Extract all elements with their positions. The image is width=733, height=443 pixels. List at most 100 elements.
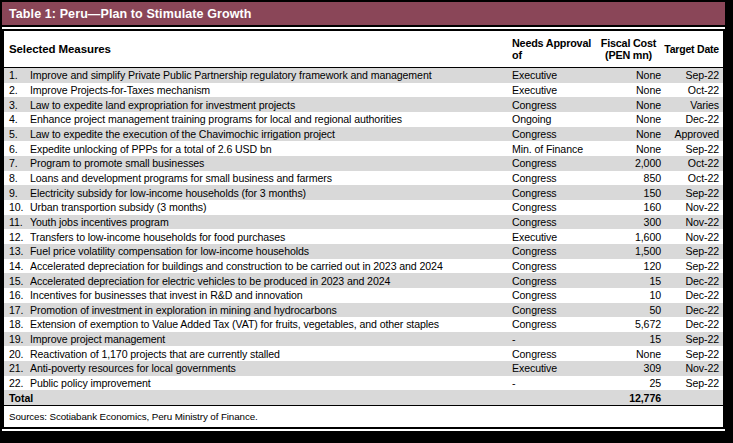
cell-approval: Congress [504,128,596,140]
cell-approval: Executive [504,231,596,243]
cell-measure: Loans and development programs for small… [30,172,504,184]
cell-approval: Congress [504,275,596,287]
cell-approval: Congress [504,99,596,111]
cell-cost: 50 [596,304,661,316]
column-header-selected-measures: Selected Measures [4,43,504,55]
table-row: 10.Urban transportion subsidy (3 months)… [4,200,723,215]
cell-measure: Urban transportion subsidy (3 months) [30,201,504,213]
cell-num: 1. [4,69,30,81]
cell-date: Sep-22 [661,260,723,272]
table-row: 22.Public policy improvement-25Sep-22 [4,376,723,391]
table-row: 18.Extension of exemption to Value Added… [4,317,723,332]
cell-date: Sep-22 [661,187,723,199]
table-title: Table 1: Peru—Plan to Stimulate Growth [9,7,252,21]
cell-approval: Congress [504,157,596,169]
cell-date: Sep-22 [661,245,723,257]
cell-approval: Congress [504,348,596,360]
cell-date: Dec-22 [661,304,723,316]
cell-cost: 2,000 [596,157,661,169]
cell-measure: Improve and simplify Private Public Part… [30,69,504,81]
cell-measure: Law to expedite the execution of the Cha… [30,128,504,140]
cell-num: 11. [4,216,30,228]
cell-date: Nov-22 [661,362,723,374]
cell-num: 15. [4,275,30,287]
cell-num: 16. [4,289,30,301]
table-rows: 1.Improve and simplify Private Public Pa… [4,68,723,390]
table-figure-page: Table 1: Peru—Plan to Stimulate Growth S… [2,2,725,431]
cell-cost: 1,500 [596,245,661,257]
cell-num: 12. [4,231,30,243]
cell-date: Sep-22 [661,143,723,155]
sources-text: Sources: Scotiabank Economics, Peru Mini… [9,411,258,422]
cell-cost: 300 [596,216,661,228]
cell-approval: Congress [504,289,596,301]
fiscal-cost-line2: (PEN mn) [596,49,661,62]
table-row: 2.Improve Projects-for-Taxes mechanismEx… [4,83,723,98]
table-header-row: Selected Measures Needs Approval of Fisc… [4,31,723,68]
table-row: 13.Fuel price volatility compensation fo… [4,244,723,259]
cell-date: Dec-22 [661,289,723,301]
fiscal-cost-line1: Fiscal Cost [596,37,661,50]
cell-measure: Reactivation of 1,170 projects that are … [30,348,504,360]
table-row: 19.Improve project management-15Sep-22 [4,332,723,347]
needs-approval-line2: of [512,49,596,62]
data-table: Selected Measures Needs Approval of Fisc… [2,29,725,429]
column-header-target-date: Target Date [661,43,723,55]
cell-measure: Promotion of investment in exploration i… [30,304,504,316]
cell-approval: Congress [504,304,596,316]
cell-num: 13. [4,245,30,257]
cell-cost: None [596,113,661,125]
cell-date: Sep-22 [661,348,723,360]
cell-approval: Congress [504,172,596,184]
cell-cost: None [596,128,661,140]
cell-cost: 120 [596,260,661,272]
total-label: Total [4,392,596,404]
table-row: 4.Enhance project management training pr… [4,112,723,127]
cell-approval: Min. of Finance [504,143,596,155]
cell-date: Nov-22 [661,216,723,228]
cell-num: 21. [4,362,30,374]
cell-date: Sep-22 [661,69,723,81]
cell-num: 17. [4,304,30,316]
cell-date: Oct-22 [661,172,723,184]
cell-cost: 150 [596,187,661,199]
cell-date: Nov-22 [661,231,723,243]
cell-approval: Congress [504,201,596,213]
table-row: 1.Improve and simplify Private Public Pa… [4,68,723,83]
cell-num: 7. [4,157,30,169]
cell-cost: 15 [596,333,661,345]
cell-date: Nov-22 [661,201,723,213]
cell-measure: Fuel price volatility compensation for l… [30,245,504,257]
cell-num: 22. [4,377,30,389]
cell-num: 4. [4,113,30,125]
cell-num: 2. [4,84,30,96]
table-row: 12.Transfers to low-income households fo… [4,229,723,244]
cell-cost: None [596,99,661,111]
table-row: 6.Expedite unlocking of PPPs for a total… [4,141,723,156]
cell-approval: Congress [504,260,596,272]
table-row: 11.Youth jobs incentives programCongress… [4,215,723,230]
cell-approval: Congress [504,245,596,257]
cell-num: 14. [4,260,30,272]
cell-measure: Transfers to low-income households for f… [30,231,504,243]
cell-cost: 850 [596,172,661,184]
cell-cost: 160 [596,201,661,213]
cell-approval: Executive [504,362,596,374]
cell-measure: Anti-poverty resources for local governm… [30,362,504,374]
cell-approval: - [504,377,596,389]
table-title-bar: Table 1: Peru—Plan to Stimulate Growth [2,2,725,27]
table-row: 20.Reactivation of 1,170 projects that a… [4,346,723,361]
cell-num: 5. [4,128,30,140]
cell-cost: 25 [596,377,661,389]
cell-date: Sep-22 [661,377,723,389]
cell-cost: 309 [596,362,661,374]
cell-cost: None [596,143,661,155]
cell-measure: Youth jobs incentives program [30,216,504,228]
cell-measure: Improve project management [30,333,504,345]
cell-approval: - [504,333,596,345]
cell-num: 3. [4,99,30,111]
cell-measure: Program to promote small businesses [30,157,504,169]
table-row: 15.Accelerated depreciation for electric… [4,273,723,288]
table-row: 3.Law to expedite land expropriation for… [4,97,723,112]
cell-num: 20. [4,348,30,360]
